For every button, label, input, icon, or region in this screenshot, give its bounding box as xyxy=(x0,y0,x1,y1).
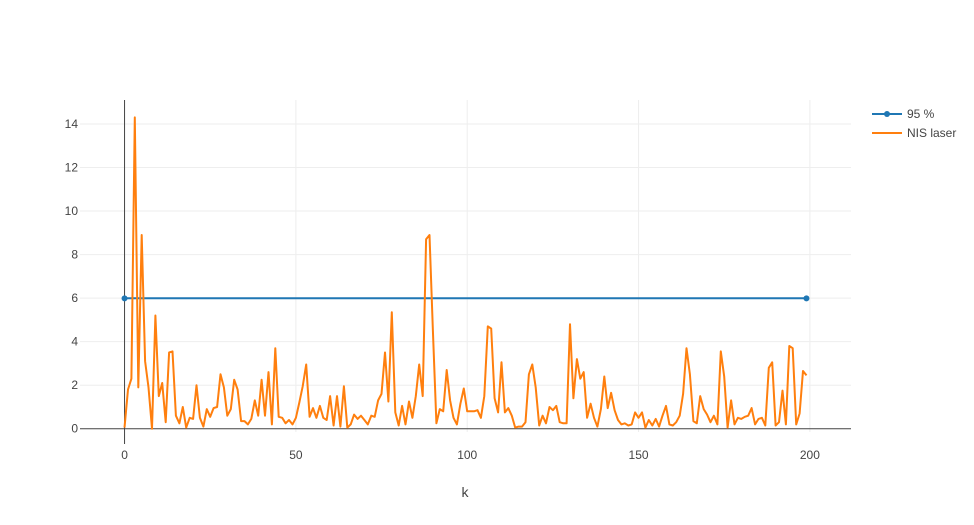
y-tick-label: 0 xyxy=(71,422,78,436)
tick-labels: 0 50 100 150 200 0 2 4 6 8 10 12 14 xyxy=(65,117,821,462)
x-tick-label: 50 xyxy=(289,448,303,462)
y-tick-label: 8 xyxy=(71,248,78,262)
plot-area xyxy=(121,116,810,430)
x-tick-label: 100 xyxy=(457,448,477,462)
x-axis-title: k xyxy=(462,484,470,500)
legend-swatch-marker xyxy=(884,111,890,117)
legend-label: 95 % xyxy=(907,107,935,121)
series-line-nis-laser xyxy=(123,116,808,430)
axes xyxy=(80,100,851,444)
y-tick-label: 10 xyxy=(65,204,79,218)
x-tick-label: 0 xyxy=(121,448,128,462)
y-tick-label: 4 xyxy=(71,335,78,349)
y-tick-label: 12 xyxy=(65,160,79,174)
y-tick-label: 2 xyxy=(71,378,78,392)
series-point-95 xyxy=(803,295,810,302)
x-tick-label: 150 xyxy=(629,448,649,462)
legend-label: NIS laser xyxy=(907,126,956,140)
series-point-95 xyxy=(121,295,128,302)
grid-lines xyxy=(80,100,851,432)
y-tick-label: 6 xyxy=(71,291,78,305)
y-tick-label: 14 xyxy=(65,117,79,131)
legend[interactable]: 95 % NIS laser xyxy=(872,107,956,140)
x-tick-label: 200 xyxy=(800,448,820,462)
legend-item[interactable]: 95 % xyxy=(872,107,935,121)
legend-item[interactable]: NIS laser xyxy=(872,126,956,140)
